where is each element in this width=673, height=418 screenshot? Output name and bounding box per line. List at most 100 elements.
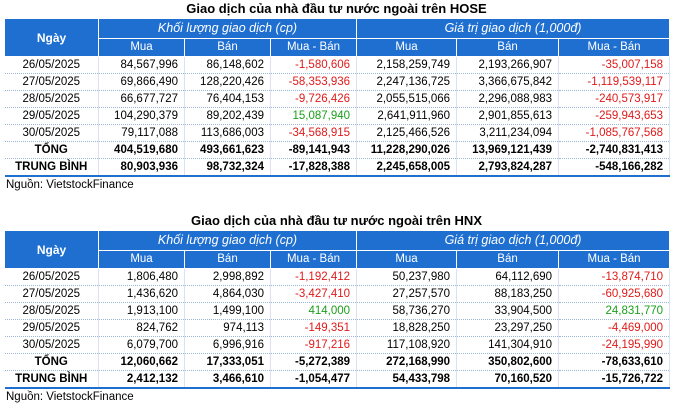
value-sell-cell: 70,160,520 — [456, 370, 560, 389]
value-buy-cell: 2,641,911,960 — [356, 107, 458, 125]
value-net-cell: -2,740,831,413 — [558, 141, 671, 159]
volume-sell-cell: 17,333,051 — [184, 353, 271, 371]
table-row: 26/05/2025 1,806,480 2,998,892 -1,192,41… — [4, 268, 671, 286]
volume-net-cell: 15,087,940 — [270, 107, 358, 125]
volume-buy-cell: 1,806,480 — [98, 268, 185, 286]
volume-sell-cell: 89,202,439 — [184, 107, 271, 125]
volume-buy-cell: 69,866,490 — [98, 73, 185, 91]
value-net-cell: -240,573,917 — [558, 90, 671, 108]
volume-net-header: Mua - Bán — [269, 38, 358, 57]
table-row: 28/05/2025 66,677,727 76,404,153 -9,726,… — [4, 90, 671, 108]
value-buy-cell: 11,228,290,026 — [356, 141, 458, 159]
total-label: TỔNG — [4, 141, 99, 159]
value-buy-cell: 54,433,798 — [356, 370, 458, 389]
value-sell-header: Bán — [456, 250, 560, 269]
value-net-cell: -15,726,722 — [558, 370, 671, 389]
value-buy-header: Mua — [356, 250, 458, 269]
average-row: TRUNG BÌNH 2,412,132 3,466,610 -1,054,47… — [4, 370, 671, 389]
value-buy-cell: 2,158,259,749 — [356, 56, 458, 74]
value-sell-header: Bán — [456, 38, 560, 57]
volume-sell-cell: 98,732,324 — [184, 158, 271, 177]
volume-buy-cell: 104,290,379 — [98, 107, 185, 125]
value-net-cell: -259,943,653 — [558, 107, 671, 125]
value-buy-cell: 58,736,270 — [356, 302, 458, 320]
hose-table-title: Giao dịch của nhà đầu tư nước ngoài trên… — [186, 1, 487, 16]
volume-buy-cell: 66,677,727 — [98, 90, 185, 108]
volume-sell-cell: 4,864,030 — [184, 285, 271, 303]
volume-net-cell: -9,726,426 — [270, 90, 358, 108]
value-net-cell: -24,195,990 — [558, 336, 671, 354]
table-row: 28/05/2025 1,913,100 1,499,100 414,000 5… — [4, 302, 671, 320]
value-sell-cell: 88,183,250 — [456, 285, 560, 303]
value-buy-header: Mua — [356, 38, 458, 57]
volume-sell-header: Bán — [184, 38, 271, 57]
date-column-header: Ngày — [4, 230, 99, 269]
volume-sell-cell: 113,686,003 — [184, 124, 271, 142]
date-cell: 28/05/2025 — [4, 90, 99, 108]
total-row: TỔNG 404,519,680 493,661,623 -89,141,943… — [4, 141, 671, 159]
volume-net-cell: -89,141,943 — [270, 141, 358, 159]
value-net-cell: -548,166,282 — [558, 158, 671, 177]
date-cell: 28/05/2025 — [4, 302, 99, 320]
value-net-cell: -13,874,710 — [558, 268, 671, 286]
value-sell-cell: 13,969,121,439 — [456, 141, 560, 159]
volume-buy-cell: 1,436,620 — [98, 285, 185, 303]
table-row: 29/05/2025 824,762 974,113 -149,351 18,8… — [4, 319, 671, 337]
volume-group-header: Khối lượng giao dịch (cp) — [97, 230, 358, 251]
date-cell: 27/05/2025 — [4, 73, 99, 91]
value-buy-cell: 2,055,515,066 — [356, 90, 458, 108]
volume-sell-cell: 2,998,892 — [184, 268, 271, 286]
volume-net-cell: -34,568,915 — [270, 124, 358, 142]
volume-buy-cell: 404,519,680 — [98, 141, 185, 159]
table-row: 30/05/2025 6,079,700 6,996,916 -917,216 … — [4, 336, 671, 354]
total-row: TỔNG 12,060,662 17,333,051 -5,272,389 27… — [4, 353, 671, 371]
volume-buy-cell: 84,567,996 — [98, 56, 185, 74]
value-net-header: Mua - Bán — [558, 38, 671, 57]
volume-net-cell: -17,828,388 — [270, 158, 358, 177]
table-row: 27/05/2025 1,436,620 4,864,030 -3,427,41… — [4, 285, 671, 303]
volume-buy-cell: 824,762 — [98, 319, 185, 337]
hnx-table-title: Giao dịch của nhà đầu tư nước ngoài trên… — [191, 213, 482, 228]
date-column-header: Ngày — [4, 18, 99, 57]
volume-buy-cell: 2,412,132 — [98, 370, 185, 389]
value-sell-cell: 3,366,675,842 — [456, 73, 560, 91]
value-net-cell: -1,085,767,568 — [558, 124, 671, 142]
value-buy-cell: 117,108,920 — [356, 336, 458, 354]
value-buy-cell: 50,237,980 — [356, 268, 458, 286]
source-note: Nguồn: VietstockFinance — [6, 391, 134, 403]
volume-sell-cell: 6,996,916 — [184, 336, 271, 354]
value-net-cell: -4,469,000 — [558, 319, 671, 337]
value-buy-cell: 2,245,658,005 — [356, 158, 458, 177]
volume-buy-cell: 12,060,662 — [98, 353, 185, 371]
value-net-cell: -1,119,539,117 — [558, 73, 671, 91]
volume-net-cell: -1,192,412 — [270, 268, 358, 286]
hose-table: Ngày Khối lượng giao dịch (cp) Giá trị g… — [4, 18, 671, 177]
source-note: Nguồn: VietstockFinance — [6, 179, 134, 191]
date-cell: 27/05/2025 — [4, 285, 99, 303]
value-sell-cell: 33,904,500 — [456, 302, 560, 320]
value-buy-cell: 2,125,466,526 — [356, 124, 458, 142]
volume-sell-cell: 974,113 — [184, 319, 271, 337]
volume-net-header: Mua - Bán — [269, 250, 358, 269]
volume-buy-cell: 79,117,088 — [98, 124, 185, 142]
volume-sell-cell: 86,148,602 — [184, 56, 271, 74]
volume-buy-cell: 6,079,700 — [98, 336, 185, 354]
value-net-cell: 24,831,770 — [558, 302, 671, 320]
volume-buy-header: Mua — [98, 38, 185, 57]
volume-sell-cell: 3,466,610 — [184, 370, 271, 389]
value-buy-cell: 27,257,570 — [356, 285, 458, 303]
value-sell-cell: 141,304,910 — [456, 336, 560, 354]
total-label: TỔNG — [4, 353, 99, 371]
volume-net-cell: 414,000 — [270, 302, 358, 320]
volume-net-cell: -149,351 — [270, 319, 358, 337]
volume-net-cell: -1,054,477 — [270, 370, 358, 389]
volume-net-cell: -3,427,410 — [270, 285, 358, 303]
volume-buy-header: Mua — [98, 250, 185, 269]
value-group-header: Giá trị giao dịch (1,000đ) — [356, 230, 671, 251]
average-label: TRUNG BÌNH — [4, 158, 99, 177]
hnx-section: Giao dịch của nhà đầu tư nước ngoài trên… — [0, 212, 673, 405]
average-row: TRUNG BÌNH 80,903,936 98,732,324 -17,828… — [4, 158, 671, 177]
value-net-cell: -35,007,158 — [558, 56, 671, 74]
value-sell-cell: 3,211,234,094 — [456, 124, 560, 142]
date-cell: 30/05/2025 — [4, 336, 99, 354]
